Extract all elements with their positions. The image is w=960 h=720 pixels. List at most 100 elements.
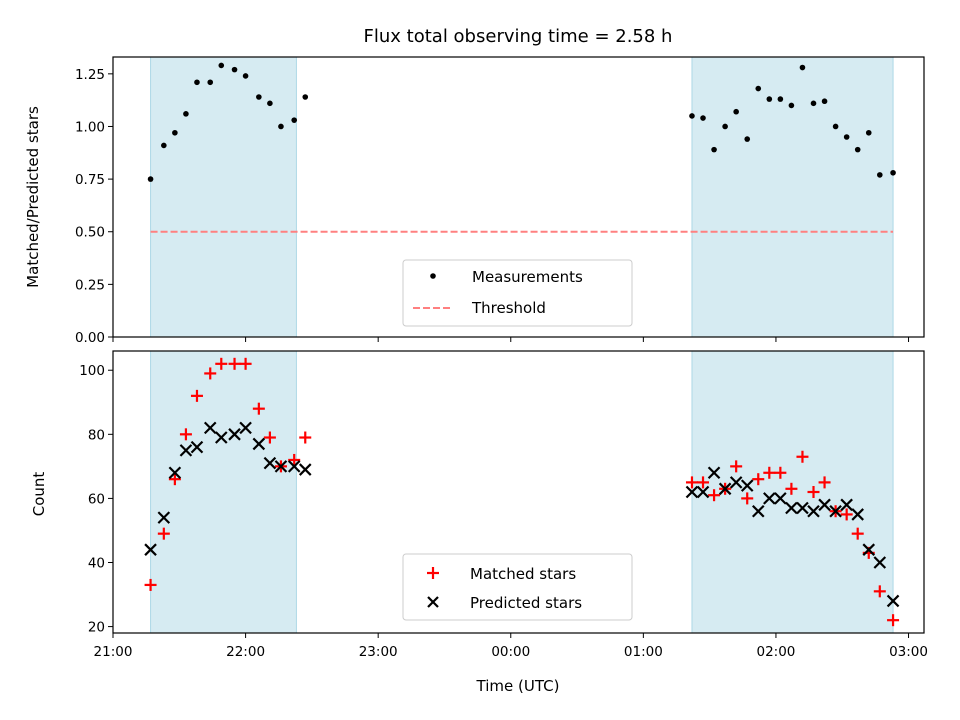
predicted-star-point bbox=[696, 485, 710, 499]
measurement-point bbox=[267, 100, 273, 107]
legend-dot-marker bbox=[430, 273, 436, 279]
legend-frame bbox=[402, 259, 633, 327]
measurement-point bbox=[722, 123, 728, 130]
y-tick-label: 60 bbox=[88, 491, 105, 507]
measurement-point bbox=[890, 169, 896, 176]
predicted-star-point bbox=[829, 504, 842, 518]
x-axis-ticks: 21:00 22:00 23:00 00:00 01:00 02:00 03:00 bbox=[94, 633, 928, 660]
matched-star-point bbox=[873, 585, 886, 598]
measurement-point bbox=[700, 115, 706, 121]
measurement-point bbox=[291, 117, 298, 123]
y-tick-label: 40 bbox=[88, 556, 105, 572]
measurement-point bbox=[854, 146, 861, 153]
predicted-star-point bbox=[751, 504, 765, 518]
measurement-point bbox=[194, 79, 200, 86]
matched-star-point bbox=[774, 466, 787, 479]
matched-star-point bbox=[741, 492, 754, 505]
matched-star-point bbox=[730, 460, 743, 473]
predicted-star-point bbox=[740, 479, 754, 492]
measurement-point bbox=[788, 102, 795, 109]
matched-star-point bbox=[263, 431, 276, 444]
matched-star-point bbox=[887, 614, 900, 627]
predicted-star-point bbox=[157, 511, 171, 524]
matched-star-point bbox=[840, 508, 853, 521]
measurement-point bbox=[256, 94, 262, 100]
predicted-star-point bbox=[228, 428, 241, 441]
matched-star-point bbox=[796, 450, 809, 463]
matched-star-point bbox=[168, 473, 181, 486]
y-tick-label: 80 bbox=[88, 427, 105, 443]
matched-star-point bbox=[252, 402, 265, 415]
predicted-star-point bbox=[252, 437, 266, 451]
x-tick-label: 21:00 bbox=[94, 644, 133, 660]
y-axis-ticks: 0.00 0.25 0.50 0.75 1.00 1.25 bbox=[75, 67, 113, 346]
plot-frame bbox=[112, 56, 925, 338]
x-tick-label: 22:00 bbox=[226, 644, 265, 660]
predicted-star-point bbox=[144, 543, 157, 556]
predicted-star-point bbox=[298, 463, 312, 476]
matched-star-point bbox=[228, 357, 241, 370]
matched-star-point bbox=[785, 482, 798, 495]
x-axis-ticks bbox=[112, 337, 910, 342]
predicted-star-point bbox=[287, 460, 301, 473]
matched-star-point bbox=[179, 428, 192, 441]
predicted-star-point bbox=[807, 504, 820, 518]
legend: Measurements Threshold bbox=[402, 259, 633, 327]
x-tick-label: 03:00 bbox=[889, 644, 928, 660]
predicted-star-point bbox=[873, 556, 887, 569]
y-tick-label: 20 bbox=[88, 620, 105, 636]
predicted-star-point bbox=[718, 482, 732, 496]
measurement-point bbox=[832, 123, 839, 130]
legend-x-marker bbox=[427, 596, 439, 608]
y-axis-ticks: 20 40 60 80 100 bbox=[79, 363, 113, 636]
observing-window-band bbox=[150, 56, 297, 338]
measurement-point bbox=[777, 96, 784, 102]
measurement-point bbox=[810, 100, 817, 107]
predicted-star-point bbox=[190, 440, 204, 454]
measurement-point bbox=[172, 129, 178, 136]
matched-star-point bbox=[807, 486, 820, 498]
matched-star-point bbox=[708, 489, 721, 502]
matched-star-point bbox=[239, 357, 252, 370]
predicted-star-point bbox=[851, 508, 864, 521]
measurement-point bbox=[865, 129, 872, 136]
matched-star-point bbox=[697, 476, 710, 489]
star-count-series bbox=[144, 357, 900, 627]
measurement-point bbox=[877, 172, 883, 178]
predicted-star-point bbox=[263, 456, 277, 470]
matched-star-point bbox=[144, 578, 157, 591]
predicted-star-point bbox=[818, 498, 831, 512]
measurement-point bbox=[302, 94, 309, 100]
observing-window-band bbox=[150, 350, 297, 634]
chart-title: Flux total observing time = 2.58 h bbox=[364, 26, 673, 47]
legend: Matched stars Predicted stars bbox=[402, 553, 633, 621]
measurement-point bbox=[843, 134, 850, 140]
measurement-point bbox=[183, 111, 189, 117]
y-tick-label: 0.00 bbox=[75, 330, 105, 346]
matched-star-point bbox=[818, 476, 831, 489]
measurement-point bbox=[242, 73, 249, 79]
measurement-point bbox=[799, 64, 806, 71]
star-count-panel: 20 40 60 80 100 21:00 22:00 23:00 00:00 01:00 02:… bbox=[30, 350, 928, 695]
flux-ratio-panel: 0.00 0.25 0.50 0.75 1.00 1.25 Matched/Predict… bbox=[24, 56, 925, 346]
plot-frame bbox=[112, 350, 925, 634]
predicted-star-point bbox=[179, 444, 193, 457]
measurement-point bbox=[821, 98, 828, 105]
predicted-star-point bbox=[785, 501, 798, 515]
measurement-point bbox=[231, 66, 238, 73]
legend-label-matched-stars: Matched stars bbox=[470, 565, 576, 583]
measurement-point bbox=[733, 108, 739, 115]
predicted-star-point bbox=[763, 492, 776, 505]
measurement-point bbox=[207, 79, 214, 86]
matched-star-point bbox=[685, 476, 698, 489]
measurement-point bbox=[766, 96, 773, 102]
predicted-star-point bbox=[274, 460, 288, 473]
legend-label-measurements: Measurements bbox=[472, 268, 583, 286]
matched-star-point bbox=[763, 466, 776, 479]
x-tick-label: 01:00 bbox=[624, 644, 663, 660]
y-tick-label: 1.00 bbox=[75, 119, 105, 135]
y-tick-label: 0.50 bbox=[75, 225, 105, 241]
matched-star-point bbox=[157, 527, 170, 540]
predicted-star-point bbox=[840, 498, 853, 512]
predicted-star-point bbox=[707, 466, 721, 480]
